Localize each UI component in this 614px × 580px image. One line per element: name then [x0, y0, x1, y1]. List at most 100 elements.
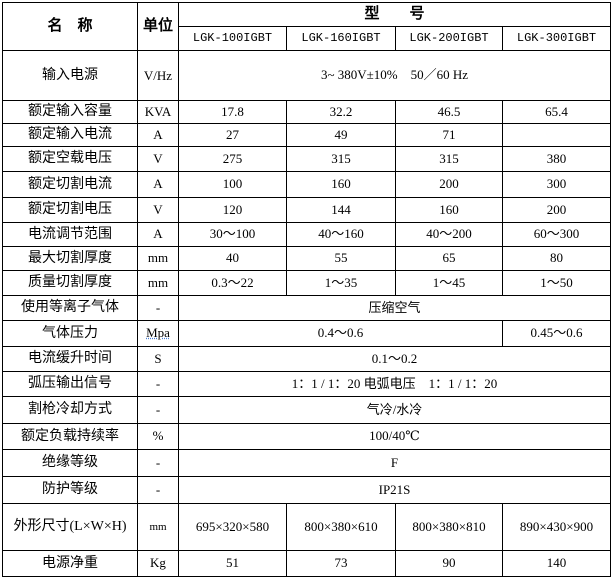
cell-value-span: 100/40℃: [177, 423, 612, 450]
table-row: 弧压输出信号 -1：1 / 1：20 电弧电压 1：1 / 1：20: [2, 371, 612, 397]
row-unit: -: [137, 295, 179, 321]
cell-value-span: IP21S: [177, 476, 612, 504]
row-unit: V: [137, 197, 179, 223]
cell-value: 80: [501, 246, 612, 271]
row-name: 输入电源: [2, 50, 138, 101]
row-name: 外形尺寸(L×W×H): [2, 503, 138, 551]
row-unit: A: [137, 171, 179, 198]
table-row: 最大切割厚度 mm 40 55 65 80: [2, 246, 612, 271]
cell-value: 890×430×900: [501, 503, 612, 551]
cell-value-span: 1：1 / 1：20 电弧电压 1：1 / 1：20: [177, 371, 612, 397]
row-unit: mm: [137, 246, 179, 271]
cell-value: [501, 123, 612, 147]
cell-value: 90: [395, 550, 503, 577]
row-name: 气体压力: [2, 320, 138, 347]
cell-value: 315: [286, 146, 396, 172]
table-row: 输入电源 V/Hz 3~ 380V±10% 50／60 Hz: [2, 50, 612, 101]
cell-value: 275: [178, 146, 287, 172]
header-name: 名 称: [2, 2, 138, 51]
cell-value-span: 3~ 380V±10% 50／60 Hz: [177, 50, 612, 101]
table-row: 额定切割电流 A 100 160 200 300: [2, 171, 612, 198]
table-row: 电源净重 Kg 51 73 90 140: [2, 550, 612, 577]
row-name: 质量切割厚度: [2, 270, 138, 296]
row-name: 最大切割厚度: [2, 246, 138, 271]
cell-value: 17.8: [178, 100, 287, 124]
row-unit: KVA: [137, 100, 179, 124]
row-unit: -: [137, 396, 179, 424]
table-row: 电流调节范围 A 30～100 40～160 40～200 60～300: [2, 222, 612, 247]
cell-value: 200: [501, 197, 612, 223]
table-row: 防护等级 - IP21S: [2, 476, 612, 504]
cell-value: 65.4: [501, 100, 612, 124]
model-header: LGK-200IGBT: [395, 26, 503, 51]
row-name: 割枪冷却方式: [2, 396, 138, 424]
cell-value: 73: [286, 550, 396, 577]
table-row: 使用等离子气体 - 压缩空气: [2, 295, 612, 321]
table-row: 额定切割电压 V 120 144 160 200: [2, 197, 612, 223]
cell-value: 800×380×610: [286, 503, 396, 551]
cell-value-span: 0.1～0.2: [177, 346, 612, 372]
cell-value: 315: [395, 146, 503, 172]
row-unit: mm: [137, 270, 179, 296]
row-name: 额定空载电压: [2, 146, 138, 172]
row-name: 额定输入容量: [2, 100, 138, 124]
table-row: 绝缘等级 - F: [2, 449, 612, 477]
row-name: 额定输入电流: [2, 123, 138, 147]
model-header: LGK-300IGBT: [501, 26, 612, 51]
table-row: 额定负载持续率% 100/40℃: [2, 423, 612, 450]
cell-value: 0.3～22: [178, 270, 287, 296]
row-unit: S: [137, 346, 179, 372]
row-unit: V/Hz: [137, 50, 179, 101]
header-unit: 单位: [137, 2, 179, 51]
cell-value: 32.2: [286, 100, 396, 124]
cell-value: 40: [178, 246, 287, 271]
model-header: LGK-100IGBT: [178, 26, 287, 51]
cell-value: 200: [395, 171, 503, 198]
cell-value: 695×320×580: [178, 503, 287, 551]
table-row: 额定输入电流 A 27 49 71: [2, 123, 612, 147]
cell-value: 51: [178, 550, 287, 577]
cell-value: 65: [395, 246, 503, 271]
cell-value: 120: [178, 197, 287, 223]
row-unit: -: [137, 371, 179, 397]
row-unit: -: [137, 476, 179, 504]
cell-value: 49: [286, 123, 396, 147]
row-name: 电流缓升时间: [2, 346, 138, 372]
row-unit: Mpa: [137, 320, 179, 347]
cell-value: 800×380×810: [395, 503, 503, 551]
cell-value-span: F: [177, 449, 612, 477]
cell-value: 144: [286, 197, 396, 223]
cell-value: 100: [178, 171, 287, 198]
row-name: 弧压输出信号: [2, 371, 138, 397]
row-unit: A: [137, 123, 179, 147]
cell-value: 1～50: [501, 270, 612, 296]
table-row: 质量切割厚度 mm 0.3～22 1～35 1～45 1～50: [2, 270, 612, 296]
model-header: LGK-160IGBT: [286, 26, 396, 51]
cell-value: 40～160: [286, 222, 396, 247]
cell-value: 60～300: [501, 222, 612, 247]
cell-value: 27: [178, 123, 287, 147]
cell-value-span: 气冷/水冷: [177, 396, 612, 424]
row-name: 绝缘等级: [2, 449, 138, 477]
cell-value: 300: [501, 171, 612, 198]
row-name: 使用等离子气体: [2, 295, 138, 321]
row-name: 防护等级: [2, 476, 138, 504]
table-row: 电流缓升时间 S 0.1～0.2: [2, 346, 612, 372]
row-name: 额定切割电压: [2, 197, 138, 223]
cell-value: 1～35: [286, 270, 396, 296]
cell-value: 380: [501, 146, 612, 172]
cell-value: 160: [395, 197, 503, 223]
header-model: 型 号: [177, 2, 612, 27]
table-row: 气体压力 Mpa 0.4～0.6 0.45～0.6: [2, 320, 612, 347]
cell-value-span: 压缩空气: [177, 295, 612, 321]
row-unit: V: [137, 146, 179, 172]
cell-value: 55: [286, 246, 396, 271]
row-name: 额定负载持续率: [2, 423, 138, 450]
cell-value: 140: [501, 550, 612, 577]
table-row: 额定输入容量 KVA 17.8 32.2 46.5 65.4: [2, 100, 612, 124]
row-name: 额定切割电流: [2, 171, 138, 198]
row-unit: A: [137, 222, 179, 247]
row-unit: Kg: [137, 550, 179, 577]
table-row: 额定空载电压 V 275 315 315 380: [2, 146, 612, 172]
